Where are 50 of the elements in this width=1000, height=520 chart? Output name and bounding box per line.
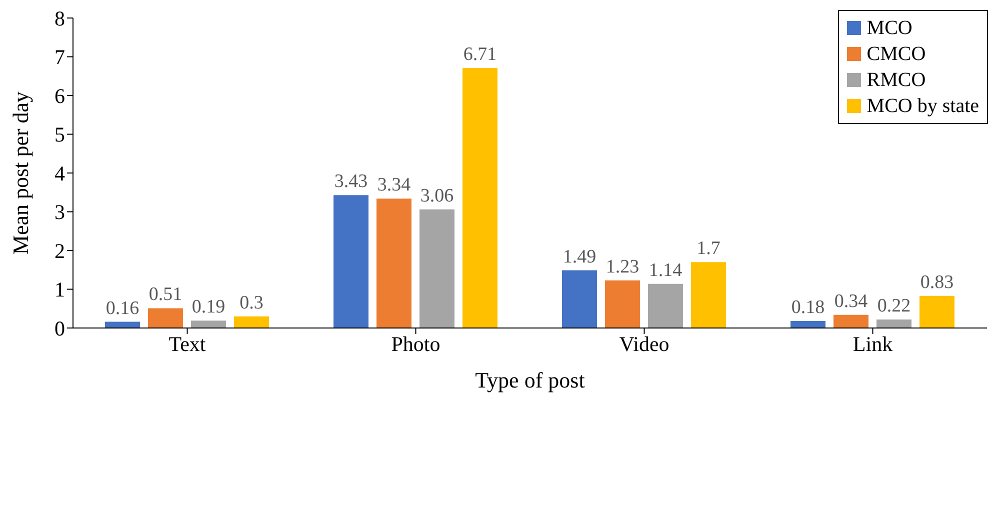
y-tick-label: 5 [54,122,65,147]
y-axis-title: Mean post per day [8,91,33,255]
y-tick-label: 4 [54,161,66,186]
y-tick-label: 0 [54,316,65,340]
y-tick-label: 7 [54,45,65,70]
bar [604,280,640,328]
x-axis-title: Type of post [475,368,585,393]
data-label: 0.19 [192,296,226,318]
bar [462,68,498,328]
bar [234,316,269,328]
x-tick-label: Link [852,332,894,356]
data-label: 3.34 [377,174,412,196]
data-label: 0.22 [877,295,911,316]
data-label: 0.34 [834,290,868,312]
x-tick-label: Video [619,332,670,356]
bar [419,209,454,328]
data-label: 0.3 [240,292,264,314]
legend-label: MCO by state [866,94,979,119]
bar [190,320,226,328]
y-tick-label: 6 [54,84,65,108]
legend-label: CMCO [866,42,926,67]
bar [690,262,726,328]
data-label: 1.23 [606,256,640,278]
bar [833,314,868,328]
bar [648,284,683,328]
legend-label: MCO [866,16,912,41]
x-tick-label: Text [168,332,206,356]
data-label: 3.06 [420,185,454,206]
bar [790,321,826,328]
bar [333,195,368,328]
data-label: 0.83 [920,272,954,293]
y-tick-label: 1 [54,278,65,302]
data-label: 1.7 [696,238,720,260]
data-label: 1.49 [562,246,596,268]
data-label: 6.71 [463,44,497,65]
bar [376,198,412,328]
data-label: 0.16 [106,298,140,319]
bar [148,308,183,328]
y-tick-label: 3 [54,200,65,224]
y-tick-label: 8 [54,6,65,30]
data-label: 0.18 [791,297,825,318]
x-tick-label: Photo [391,332,440,356]
bar [919,296,954,328]
data-label: 1.14 [648,260,683,281]
bar [876,319,912,328]
data-label: 3.43 [334,171,368,192]
data-label: 0.51 [148,284,182,306]
y-tick-label: 2 [54,238,65,263]
legend-label: RMCO [866,68,926,93]
bar [562,270,597,328]
